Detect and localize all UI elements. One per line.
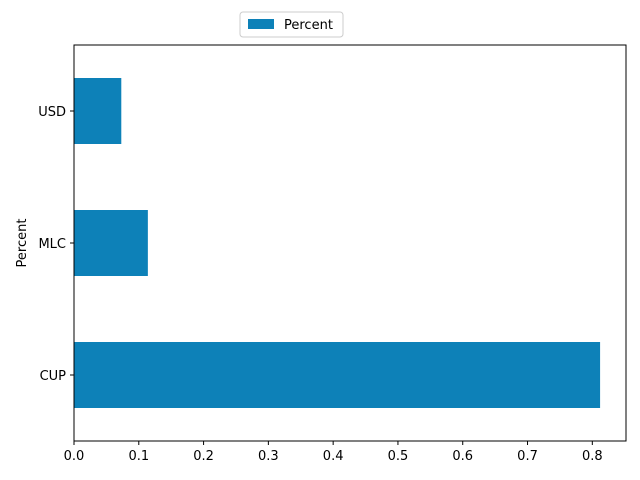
bar-mlc [74,210,148,276]
x-tick-label: 0.2 [193,449,214,464]
legend-label: Percent [284,18,333,33]
y-tick-label: CUP [40,369,67,384]
bars-group [74,78,601,408]
x-tick-label: 0.3 [258,449,279,464]
y-tick-label: USD [38,105,66,120]
x-tick-label: 0.6 [452,449,473,464]
bar-cup [74,342,601,408]
legend-frame [239,11,344,38]
x-tick-label: 0.8 [582,449,603,464]
y-axis: CUP MLC USD [38,105,74,384]
x-tick-label: 0.0 [64,449,85,464]
legend: Percent [239,11,344,38]
x-tick-label: 0.5 [388,449,409,464]
x-axis: 0.0 0.1 0.2 0.3 0.4 0.5 0.6 0.7 0.8 [64,441,603,464]
y-tick-label: MLC [38,237,66,252]
x-tick-label: 0.7 [517,449,538,464]
x-tick-label: 0.4 [323,449,344,464]
bar-usd [74,78,122,144]
y-axis-label: Percent [15,219,30,268]
legend-swatch [248,19,274,29]
x-tick-label: 0.1 [128,449,149,464]
